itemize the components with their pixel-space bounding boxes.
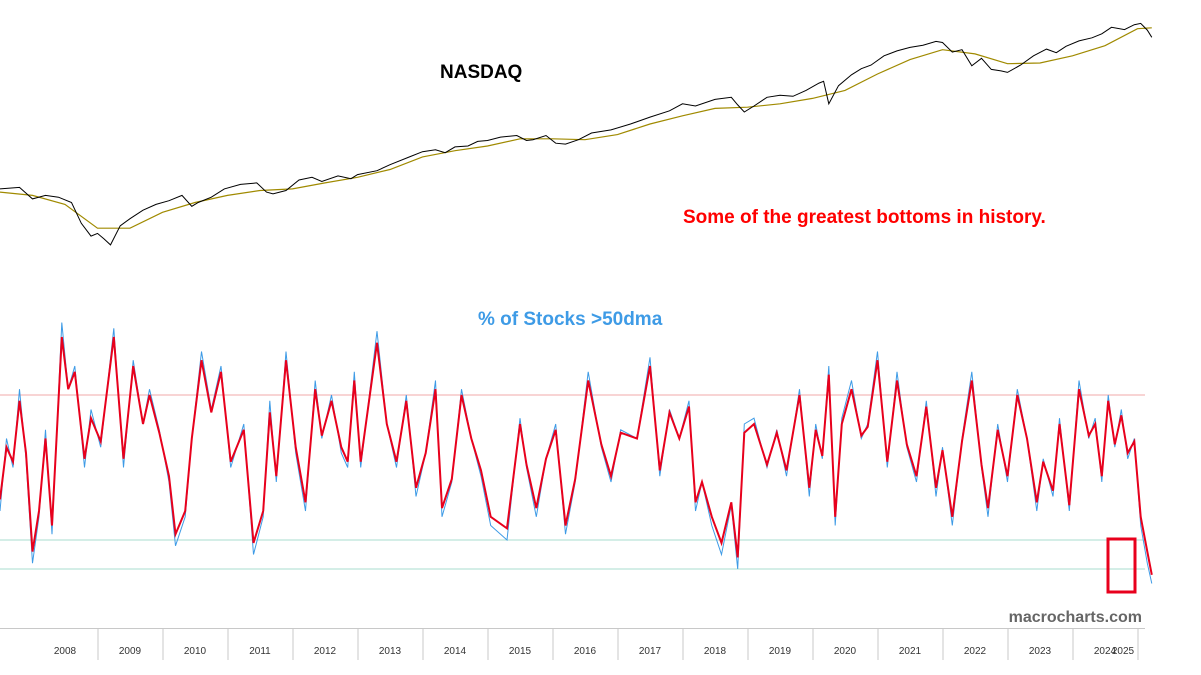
x-axis-ticks: 2008 2009 2010 2011 2012 2013 2014 2015 2016 2017…	[54, 629, 1139, 660]
x-tick-label-2022: 2022	[964, 646, 987, 657]
x-tick-label-2009: 2009	[119, 646, 142, 657]
x-tick-label-2018: 2018	[704, 646, 727, 657]
x-tick-label-2010: 2010	[184, 646, 207, 657]
x-tick-label-2023: 2023	[1029, 646, 1052, 657]
breadth-panel: % of Stocks >50dma macrocharts.com	[0, 309, 1153, 626]
x-tick-label-2014: 2014	[444, 646, 467, 657]
x-tick-label-2024: 2024	[1094, 646, 1117, 657]
breadth-title: % of Stocks >50dma	[478, 309, 663, 330]
nasdaq-moving-average-line	[0, 27, 1152, 229]
x-tick-label-2021: 2021	[899, 646, 922, 657]
x-tick-label-2019: 2019	[769, 646, 792, 657]
breadth-daily-line	[0, 322, 1153, 584]
x-tick-label-2025: 2025	[1112, 646, 1135, 657]
x-tick-label-2016: 2016	[574, 646, 597, 657]
x-tick-label-2012: 2012	[314, 646, 337, 657]
nasdaq-title: NASDAQ	[440, 62, 522, 83]
price-panel: NASDAQ Some of the greatest bottoms in h…	[0, 22, 1153, 246]
source-label: macrocharts.com	[1009, 609, 1142, 626]
x-tick-label-2020: 2020	[834, 646, 857, 657]
x-tick-label-2011: 2011	[249, 646, 271, 657]
current-bottom-highlight-box	[1106, 537, 1137, 594]
breadth-smoothed-line	[0, 336, 1153, 575]
x-tick-label-2017: 2017	[639, 646, 662, 657]
x-tick-label-2015: 2015	[509, 646, 532, 657]
x-axis: 2008 2009 2010 2011 2012 2013 2014 2015 2016 2017…	[0, 628, 1145, 660]
x-tick-label-2013: 2013	[379, 646, 402, 657]
bottoms-annotation: Some of the greatest bottoms in history.	[683, 207, 1046, 228]
x-tick-label-2008: 2008	[54, 646, 77, 657]
nasdaq-price-line	[0, 22, 1153, 246]
